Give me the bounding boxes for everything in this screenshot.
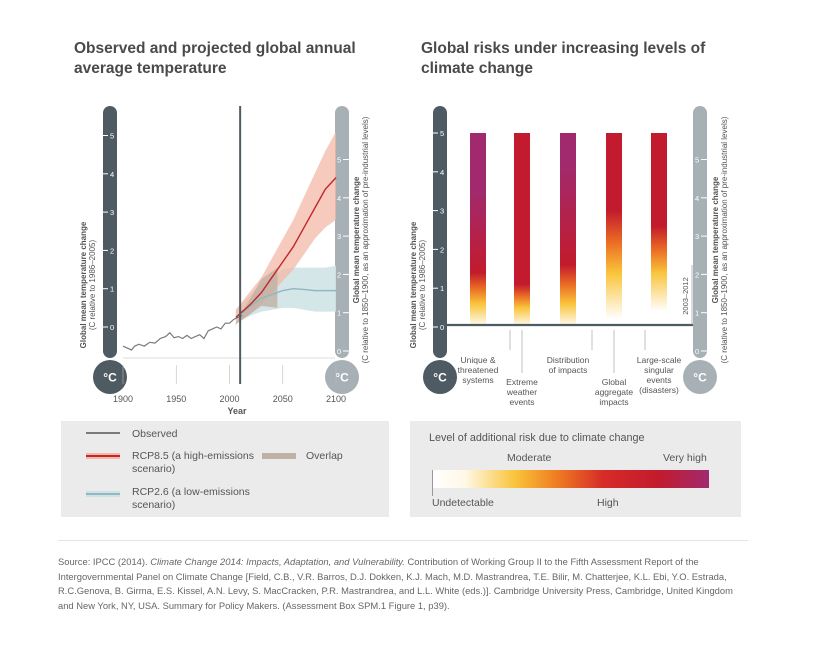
category-label-1: Unique & threatened systems <box>458 355 499 385</box>
rcp26-band <box>235 265 336 324</box>
risk-right-thermo-tick-label: 4 <box>695 194 699 203</box>
rcp85-line <box>235 177 337 318</box>
source-title: Climate Change 2014: Impacts, Adaptation… <box>150 556 405 567</box>
rcp26-line <box>235 287 336 318</box>
x-tick-label: 1900 <box>113 394 133 404</box>
risk-heatmap-chart: °C 0 1 2 3 4 5 °C 0 1 2 3 4 5 Global mean temperature … <box>409 106 729 407</box>
legend-observed-label: Observed <box>132 428 178 440</box>
source-citation: Source: IPCC (2014). Climate Change 2014… <box>58 555 748 613</box>
risk-right-thermo-tick-label: 2 <box>695 270 699 279</box>
risk-left-thermo-tick-label: 2 <box>440 245 444 254</box>
risk-right-thermo-tick-label: 0 <box>695 347 699 356</box>
risk-right-thermometer-unit: °C <box>693 371 707 385</box>
left-chart-title: Observed and projected global annual ave… <box>74 40 356 77</box>
legend-overlap-swatch <box>262 453 296 459</box>
right-chart-title: Global risks under increasing levels of … <box>421 40 706 77</box>
left-thermometer-bulb <box>93 360 127 394</box>
risk-right-thermo-tick-label: 3 <box>695 232 699 241</box>
risk-level-moderate: Moderate <box>507 452 552 464</box>
risk-left-thermometer-tube <box>433 106 447 358</box>
legend-rcp26-swatch <box>86 491 120 497</box>
left-thermometer-unit: °C <box>103 371 117 385</box>
risk-left-thermo-tick-label: 0 <box>440 323 444 332</box>
left-chart-right-thermo-tick-label: 0 <box>337 347 341 356</box>
risk-level-very-high: Very high <box>663 452 707 464</box>
category-label-4: Global aggregate impacts <box>595 377 634 407</box>
risk-right-thermometer-bulb <box>683 360 717 394</box>
left-chart-right-thermo-tick-label: 3 <box>337 232 341 241</box>
observed-line <box>122 314 243 351</box>
x-tick-label: 1950 <box>166 394 186 404</box>
reference-period-label: 2003–2012 <box>681 277 690 315</box>
risk-level-high: High <box>597 497 619 509</box>
risk-left-y-axis-label: Global mean temperature change(C relativ… <box>409 221 427 348</box>
risk-left-thermometer-bulb <box>423 360 457 394</box>
category-label-2: Extreme weather events <box>506 377 538 407</box>
risk-scale-title: Level of additional risk due to climate … <box>429 432 645 444</box>
risk-right-axis-label: Global mean temperature change(C relativ… <box>711 116 729 363</box>
risk-left-thermometer-unit: °C <box>433 371 447 385</box>
legend-rcp26-label: RCP2.6 (a low-emissions scenario) <box>132 486 250 511</box>
left-thermo-tick-label: 2 <box>110 246 114 255</box>
risk-column-1 <box>470 133 486 327</box>
risk-level-undetectable: Undetectable <box>432 497 494 509</box>
risk-left-thermo-tick-label: 4 <box>440 168 444 177</box>
risk-scale-divider <box>432 470 433 496</box>
risk-right-thermo-tick-label: 5 <box>695 156 699 165</box>
left-thermo-tick-label: 5 <box>110 132 114 141</box>
risk-left-thermo-tick-label: 5 <box>440 129 444 138</box>
legend-rcp85-swatch <box>86 453 120 459</box>
risk-left-thermo-tick-label: 1 <box>440 284 444 293</box>
left-y-axis-label: Global mean temperature change(C relativ… <box>79 221 97 348</box>
risk-column-4 <box>606 133 622 327</box>
source-separator <box>58 540 748 541</box>
left-chart-right-axis-label: Global mean temperature change(C relativ… <box>352 116 370 363</box>
source-prefix: Source: IPCC (2014). <box>58 556 151 567</box>
risk-column-5 <box>651 133 667 327</box>
left-thermometer-tube <box>103 106 117 358</box>
legend-rcp85-label: RCP8.5 (a high-emissions scenario) <box>132 450 254 475</box>
x-tick-label: 2100 <box>326 394 346 404</box>
left-chart-right-thermo-tick-label: 5 <box>337 156 341 165</box>
risk-right-thermometer-tube <box>693 106 707 358</box>
legend-overlap-label: Overlap <box>306 450 343 462</box>
x-tick-label: 2050 <box>273 394 293 404</box>
category-label-5: Large-scale singular events (disasters) <box>637 355 682 395</box>
left-thermo-tick-label: 3 <box>110 208 114 217</box>
left-chart-right-thermometer-bulb <box>325 360 359 394</box>
rcp85-band <box>235 131 336 324</box>
risk-right-thermo-tick-label: 1 <box>695 309 699 318</box>
left-thermo-tick-label: 0 <box>110 323 114 332</box>
temperature-line-chart: °C 0 1 2 3 4 5 °C 0 1 2 3 4 5 Global mean temperature … <box>79 106 370 416</box>
category-label-3: Distribution of impacts <box>547 355 590 375</box>
risk-column-3 <box>560 133 576 327</box>
left-thermo-tick-label: 1 <box>110 285 114 294</box>
left-chart-right-thermometer-unit: °C <box>335 371 349 385</box>
risk-scale-legend: Level of additional risk due to climate … <box>410 421 741 517</box>
risk-scale-bar <box>432 470 709 488</box>
left-thermo-tick-label: 4 <box>110 170 114 179</box>
risk-left-thermo-tick-label: 3 <box>440 207 444 216</box>
left-chart-right-thermo-tick-label: 2 <box>337 270 341 279</box>
left-chart-right-thermo-tick-label: 1 <box>337 309 341 318</box>
x-tick-label: 2000 <box>219 394 239 404</box>
x-axis-label: Year <box>227 406 247 416</box>
left-chart-right-thermometer-tube <box>335 106 349 358</box>
left-chart-right-thermo-tick-label: 4 <box>337 194 341 203</box>
line-chart-legend: Observed RCP8.5 (a high-emissions scenar… <box>61 421 389 517</box>
source-details: Contribution of Working Group II to the … <box>58 556 733 611</box>
risk-column-2 <box>514 133 530 327</box>
legend-observed-swatch <box>86 432 120 434</box>
